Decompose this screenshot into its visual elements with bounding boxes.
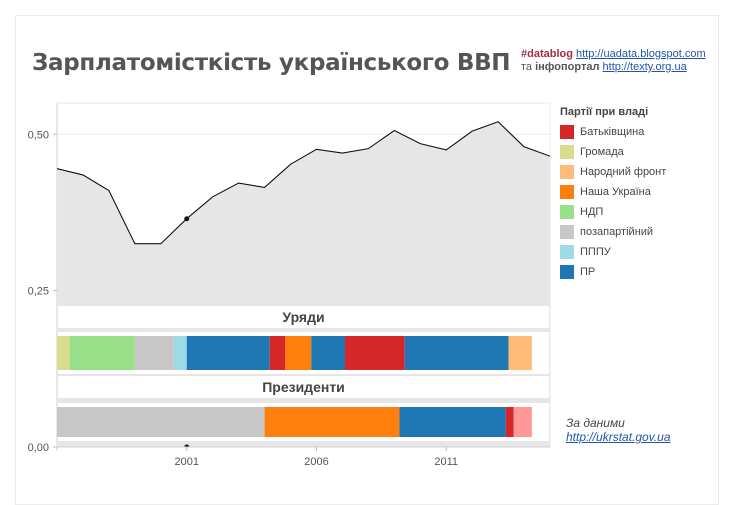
legend-label: ПППУ <box>580 246 611 258</box>
legend-label: ПР <box>580 266 596 278</box>
presidents-header-bg <box>58 376 549 398</box>
legend-swatch <box>560 265 574 279</box>
legend-swatch <box>560 165 574 179</box>
y-tick-label: 0,50 <box>28 129 49 141</box>
legend-item: ПР <box>560 262 666 282</box>
legend-label: Громада <box>580 146 624 158</box>
legend-swatch <box>560 205 574 219</box>
source-link[interactable]: http://ukrstat.gov.ua <box>566 430 671 444</box>
page-title: Зарплатомісткість українського ВВП <box>32 50 511 76</box>
legend-swatch <box>560 225 574 239</box>
data-point-marker <box>184 216 190 222</box>
presidents-segment <box>264 407 400 437</box>
texty-link[interactable]: http://texty.org.ua <box>602 61 687 73</box>
x-tick-label: 2006 <box>304 456 328 468</box>
governments-segment <box>311 336 346 370</box>
governments-header-bg <box>58 306 549 328</box>
governments-label: Уряди <box>282 309 324 325</box>
presidents-segment <box>399 407 506 437</box>
governments-segment <box>173 336 187 370</box>
y-tick-label: 0,00 <box>28 442 49 454</box>
legend-swatch <box>560 145 574 159</box>
governments-segment <box>186 336 270 370</box>
legend-item: ПППУ <box>560 242 666 262</box>
hashtag: #datablog <box>521 48 573 60</box>
legend-swatch <box>560 185 574 199</box>
legend-label: НДП <box>580 206 604 218</box>
governments-segment <box>508 336 532 370</box>
legend-item: Батьківщина <box>560 122 666 142</box>
legend: Партії при владі Батьківщина Громада Народ… <box>560 106 666 282</box>
credits: #datablog http://uadata.blogspot.com та … <box>521 48 706 74</box>
legend-label: позапартійний <box>580 226 654 238</box>
governments-segment <box>404 336 509 370</box>
governments-segment <box>69 336 135 370</box>
legend-swatch <box>560 125 574 139</box>
governments-segment <box>285 336 312 370</box>
source-note: За даними http://ukrstat.gov.ua <box>566 416 671 444</box>
series-line <box>57 121 550 245</box>
legend-item: Наша Україна <box>560 182 666 202</box>
legend-label: Народний фронт <box>580 166 667 178</box>
infoportal-label: інфопортал <box>535 61 600 73</box>
x-tick-label: 2001 <box>174 456 198 468</box>
presidents-segment <box>57 407 265 437</box>
legend-swatch <box>560 245 574 259</box>
presidents-segment <box>513 407 532 437</box>
source-label: За даними <box>566 416 625 430</box>
governments-segment <box>269 336 286 370</box>
legend-label: Батьківщина <box>580 126 645 138</box>
x-tick-label: 2011 <box>434 456 458 468</box>
axis-marker <box>184 444 190 447</box>
credits-conj: та <box>521 61 533 73</box>
governments-segment <box>345 336 405 370</box>
y-tick-label: 0,25 <box>28 286 49 298</box>
datablog-link[interactable]: http://uadata.blogspot.com <box>576 48 706 60</box>
legend-title: Партії при владі <box>560 106 649 118</box>
legend-label: Наша Україна <box>580 186 651 198</box>
legend-item: Народний фронт <box>560 162 666 182</box>
legend-item: НДП <box>560 202 666 222</box>
governments-segment <box>134 336 174 370</box>
legend-item: Громада <box>560 142 666 162</box>
governments-segment <box>57 336 70 370</box>
legend-item: позапартійний <box>560 222 666 242</box>
presidents-segment <box>505 407 514 437</box>
presidents-label: Президенти <box>262 379 345 395</box>
